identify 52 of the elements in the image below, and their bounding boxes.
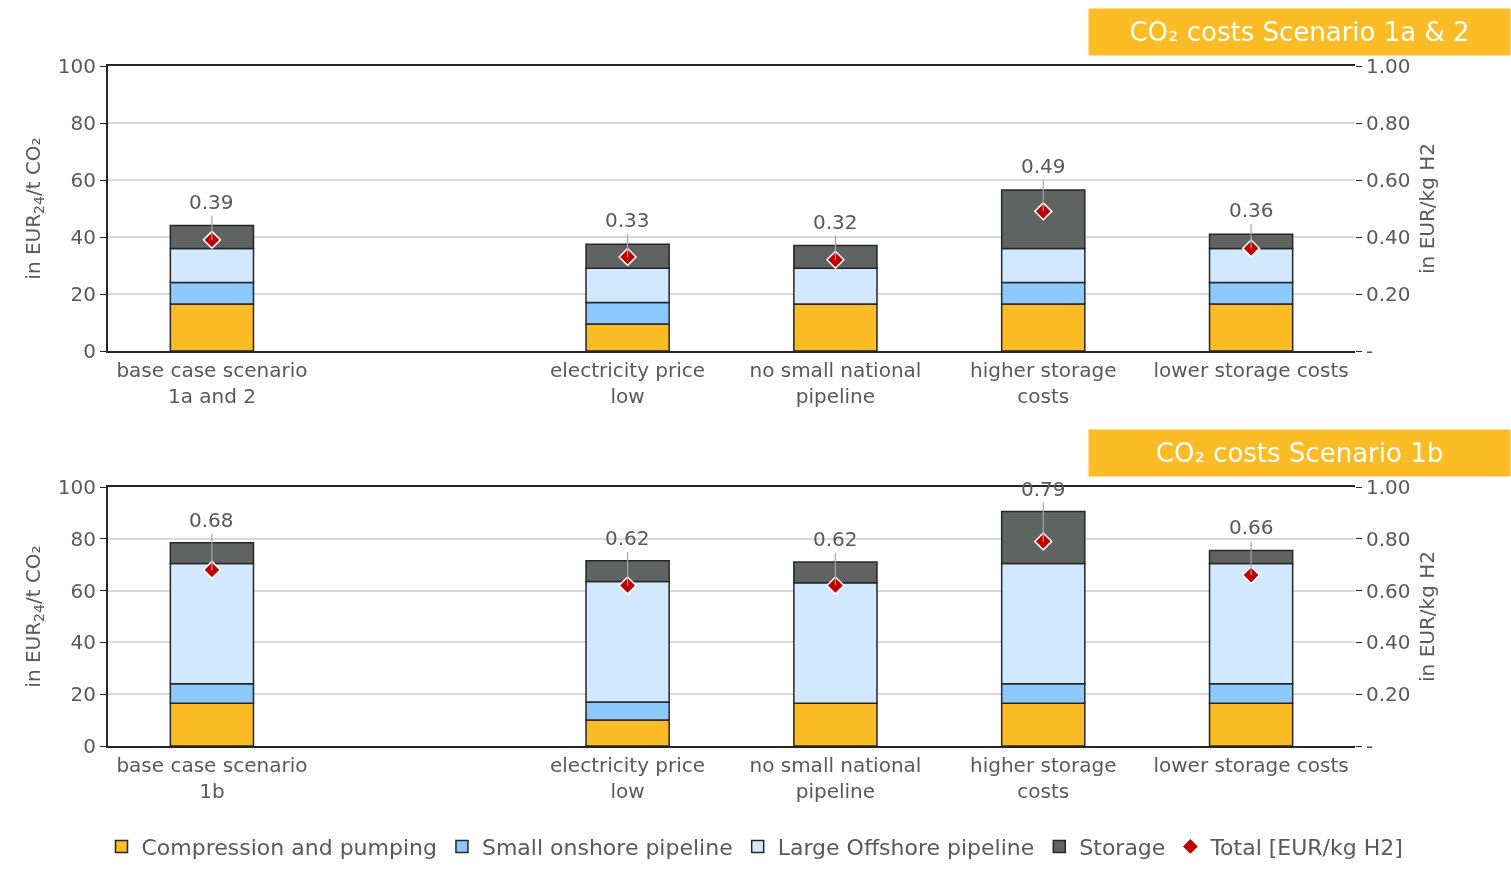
chart-title: CO₂ costs Scenario 1a & 2 <box>1129 17 1470 47</box>
x-tick-label: base case scenario 1a and 2 <box>116 358 308 408</box>
x-tick-label: no small national pipeline <box>749 753 922 803</box>
y2-tick-label: - <box>1366 734 1374 758</box>
y-tick-label: 60 <box>70 578 96 603</box>
data-label: 0.62 <box>605 526 650 550</box>
data-label: 0.49 <box>1021 154 1066 178</box>
y2-tick-label: 1.00 <box>1366 54 1411 78</box>
y-tick-label: 60 <box>70 168 96 192</box>
y2-tick-label: - <box>1366 339 1374 363</box>
x-tick-label: lower storage costs <box>1153 358 1349 382</box>
y2-tick-label: 0.40 <box>1366 630 1411 655</box>
data-label: 0.66 <box>1229 515 1274 539</box>
y2-axis-title: in EUR/kg H2 <box>1415 143 1440 274</box>
y2-axis-title: in EUR/kg H2 <box>1415 551 1440 682</box>
y2-tick-label: 0.40 <box>1366 225 1411 249</box>
data-label: 0.32 <box>813 210 858 234</box>
x-tick-label: higher storage costs <box>970 358 1117 408</box>
y-tick-label: 80 <box>70 526 96 551</box>
legend-label: Large Offshore pipeline <box>777 835 1035 861</box>
y-tick-label: 100 <box>57 475 96 499</box>
x-tick-label: electricity price low <box>550 358 706 408</box>
y-tick-label: 40 <box>70 225 96 249</box>
y-tick-label: 80 <box>70 111 96 135</box>
legend-label: Total [EUR/kg H2] <box>1209 835 1403 861</box>
data-label: 0.36 <box>1229 198 1274 222</box>
data-label: 0.68 <box>189 508 234 532</box>
y2-tick-label: 1.00 <box>1366 475 1411 499</box>
y2-tick-label: 0.80 <box>1366 526 1411 551</box>
y-tick-label: 40 <box>70 630 96 655</box>
x-tick-label: lower storage costs <box>1153 753 1349 777</box>
x-tick-label: electricity price low <box>550 753 706 803</box>
y-tick-label: 20 <box>70 682 96 707</box>
x-tick-label: higher storage costs <box>970 753 1117 803</box>
data-label: 0.33 <box>605 208 650 232</box>
y-tick-label: 100 <box>57 54 96 78</box>
legend-label: Storage <box>1079 835 1166 861</box>
y-tick-label: 0 <box>83 339 96 363</box>
x-tick-label: base case scenario 1b <box>116 753 308 803</box>
y2-tick-label: 0.60 <box>1366 168 1411 192</box>
legend-label: Small onshore pipeline <box>481 835 733 861</box>
y-tick-label: 0 <box>83 734 96 758</box>
y2-tick-label: 0.20 <box>1366 282 1411 306</box>
data-label: 0.39 <box>189 190 234 214</box>
y2-tick-label: 0.60 <box>1366 578 1411 603</box>
y-tick-label: 20 <box>70 282 96 306</box>
data-label: 0.62 <box>813 527 858 551</box>
x-tick-label: no small national pipeline <box>749 358 922 408</box>
y2-tick-label: 0.20 <box>1366 682 1411 707</box>
y2-tick-label: 0.80 <box>1366 111 1411 135</box>
chart-title: CO₂ costs Scenario 1b <box>1155 438 1444 468</box>
legend-label: Compression and pumping <box>141 835 437 861</box>
